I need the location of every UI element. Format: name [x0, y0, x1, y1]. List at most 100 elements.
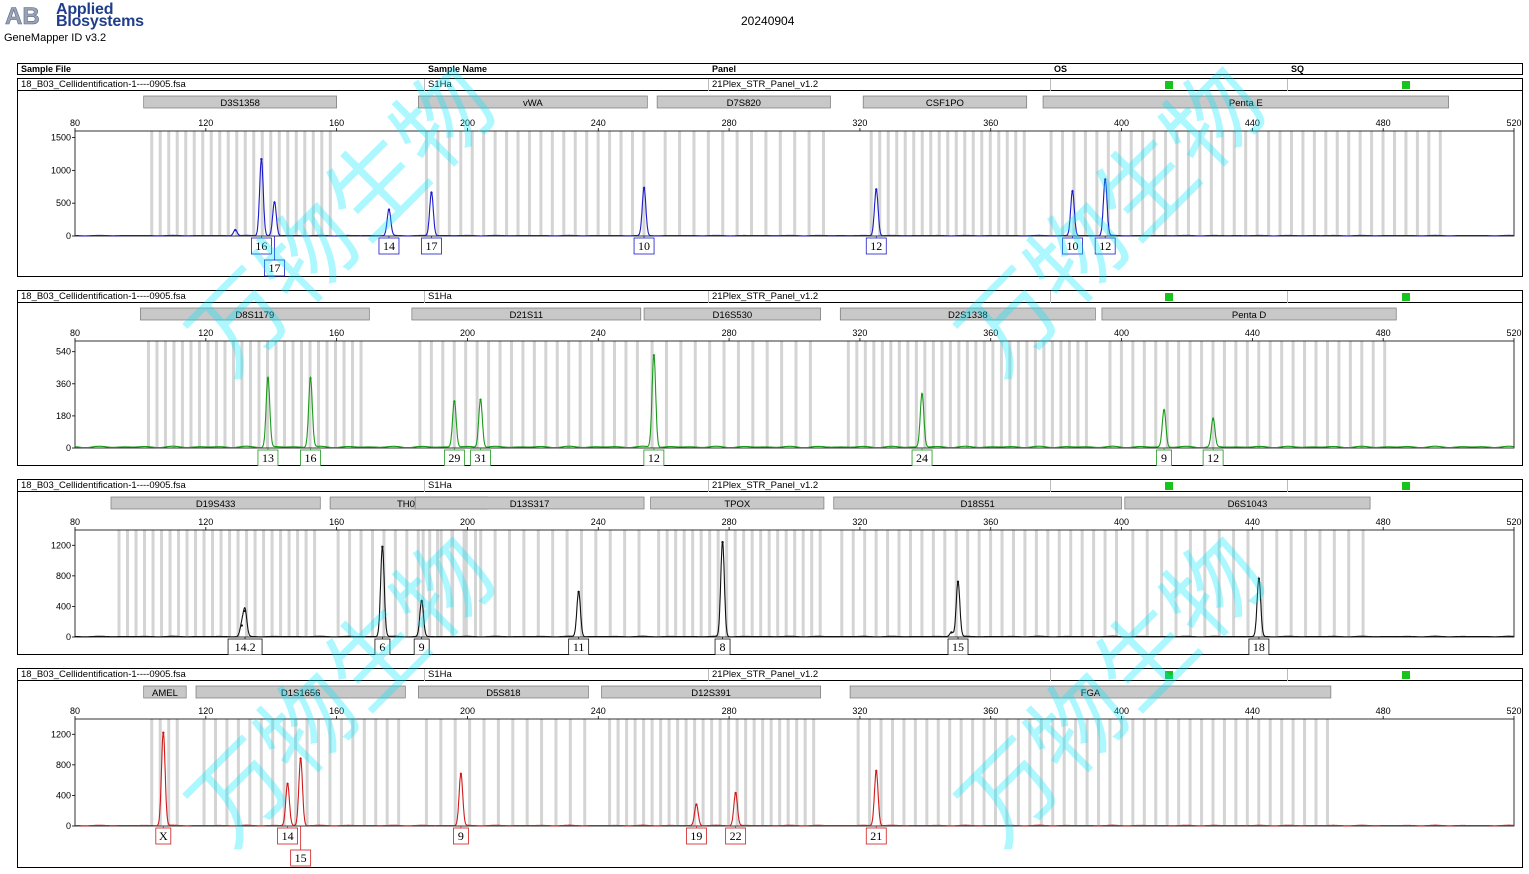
allele-call: 10 — [633, 236, 655, 255]
bin — [248, 719, 252, 826]
bin — [608, 719, 612, 826]
bin — [194, 530, 198, 637]
marker-bar — [143, 685, 187, 699]
allele-label: 14 — [282, 829, 294, 843]
allele-box — [300, 449, 321, 466]
bin — [908, 530, 912, 637]
x-tick-label: 280 — [722, 517, 737, 527]
bin — [421, 530, 425, 637]
x-tick-label: 80 — [70, 517, 80, 527]
bin — [946, 131, 950, 236]
y-tick-label: 500 — [56, 198, 71, 208]
marker-label: D8S1179 — [235, 310, 274, 321]
bin — [642, 719, 646, 826]
peak-point — [381, 545, 384, 549]
bin — [260, 131, 264, 236]
bin — [931, 530, 935, 637]
bin — [1014, 131, 1018, 236]
peak-point — [240, 624, 243, 627]
bin — [1324, 131, 1328, 236]
peak-point — [1071, 190, 1074, 193]
bin — [1131, 341, 1135, 448]
bin — [551, 530, 555, 637]
bin — [348, 530, 352, 637]
cell-divider — [1050, 669, 1051, 681]
allele-label: 13 — [262, 451, 274, 465]
bin — [277, 131, 281, 236]
bin — [1119, 719, 1123, 826]
bin — [197, 341, 201, 448]
bin — [143, 530, 147, 637]
bin — [1188, 341, 1192, 448]
bin — [778, 719, 782, 826]
bin — [150, 131, 154, 236]
bin — [567, 341, 571, 448]
marker-label: TH01 — [397, 499, 420, 510]
cell-divider — [424, 480, 425, 492]
bin — [213, 719, 217, 826]
bin — [810, 530, 814, 637]
bin — [1257, 341, 1261, 448]
x-tick-label: 280 — [722, 118, 737, 128]
bin — [1289, 131, 1293, 236]
bin — [667, 719, 671, 826]
x-tick-label: 400 — [1114, 118, 1129, 128]
bin — [1335, 131, 1339, 236]
bin — [163, 341, 167, 448]
y-tick-label: 1200 — [51, 729, 71, 739]
bin — [940, 341, 944, 448]
bin — [889, 341, 893, 448]
bin — [172, 341, 176, 448]
x-tick-label: 520 — [1506, 517, 1521, 527]
bin — [158, 719, 162, 826]
signal-trace — [75, 541, 1514, 638]
allele-label: 18 — [1253, 640, 1265, 654]
panel-name: 21Plex_STR_Panel_v1.2 — [712, 480, 819, 491]
cell-divider — [1050, 480, 1051, 492]
bin — [218, 131, 222, 236]
x-tick-label: 480 — [1376, 706, 1391, 716]
x-tick-label: 80 — [70, 328, 80, 338]
marker-bar — [418, 95, 648, 109]
marker-label: D16S530 — [713, 310, 753, 321]
bin — [1145, 530, 1149, 637]
bin — [252, 131, 256, 236]
bin — [536, 530, 540, 637]
allele-call: 11 — [568, 637, 590, 655]
bin — [856, 719, 860, 826]
os-quality-flag — [1165, 671, 1173, 679]
bin — [872, 341, 876, 448]
bin — [184, 131, 188, 236]
bin — [906, 341, 910, 448]
bin — [735, 719, 739, 826]
plot-frame — [74, 340, 1515, 449]
bin — [1314, 341, 1318, 448]
bin — [202, 530, 206, 637]
x-tick-label: 320 — [852, 328, 867, 338]
marker-penta-d: Penta D — [1101, 307, 1397, 321]
bin — [189, 341, 193, 448]
electropherogram-blue: D3S1358 vWA D7S820 CSF1PO Penta E80 120 160 200… — [51, 95, 1522, 277]
marker-d3s1358: D3S1358 — [143, 95, 337, 109]
bin — [532, 341, 536, 448]
peak-point — [950, 631, 953, 634]
bin — [470, 131, 474, 236]
x-tick-label: 400 — [1114, 706, 1129, 716]
bin — [475, 341, 479, 448]
bin — [988, 131, 992, 236]
bin — [274, 341, 278, 448]
bin — [1217, 530, 1221, 637]
marker-bar — [601, 685, 822, 699]
bin — [175, 719, 179, 826]
bin — [206, 341, 210, 448]
allele-label: 9 — [458, 829, 464, 843]
electropherogram-panel-blue: 18_B03_Cellidentification-1----0905.fsa S… — [17, 78, 1523, 277]
allele-call: 31 — [470, 448, 491, 466]
bin — [1291, 341, 1295, 448]
panel-name: 21Plex_STR_Panel_v1.2 — [712, 79, 819, 90]
allele-label: 15 — [295, 851, 307, 865]
bin — [1062, 719, 1066, 826]
bin — [339, 719, 343, 826]
bin — [869, 131, 873, 236]
allele-call: 12 — [1094, 236, 1116, 255]
